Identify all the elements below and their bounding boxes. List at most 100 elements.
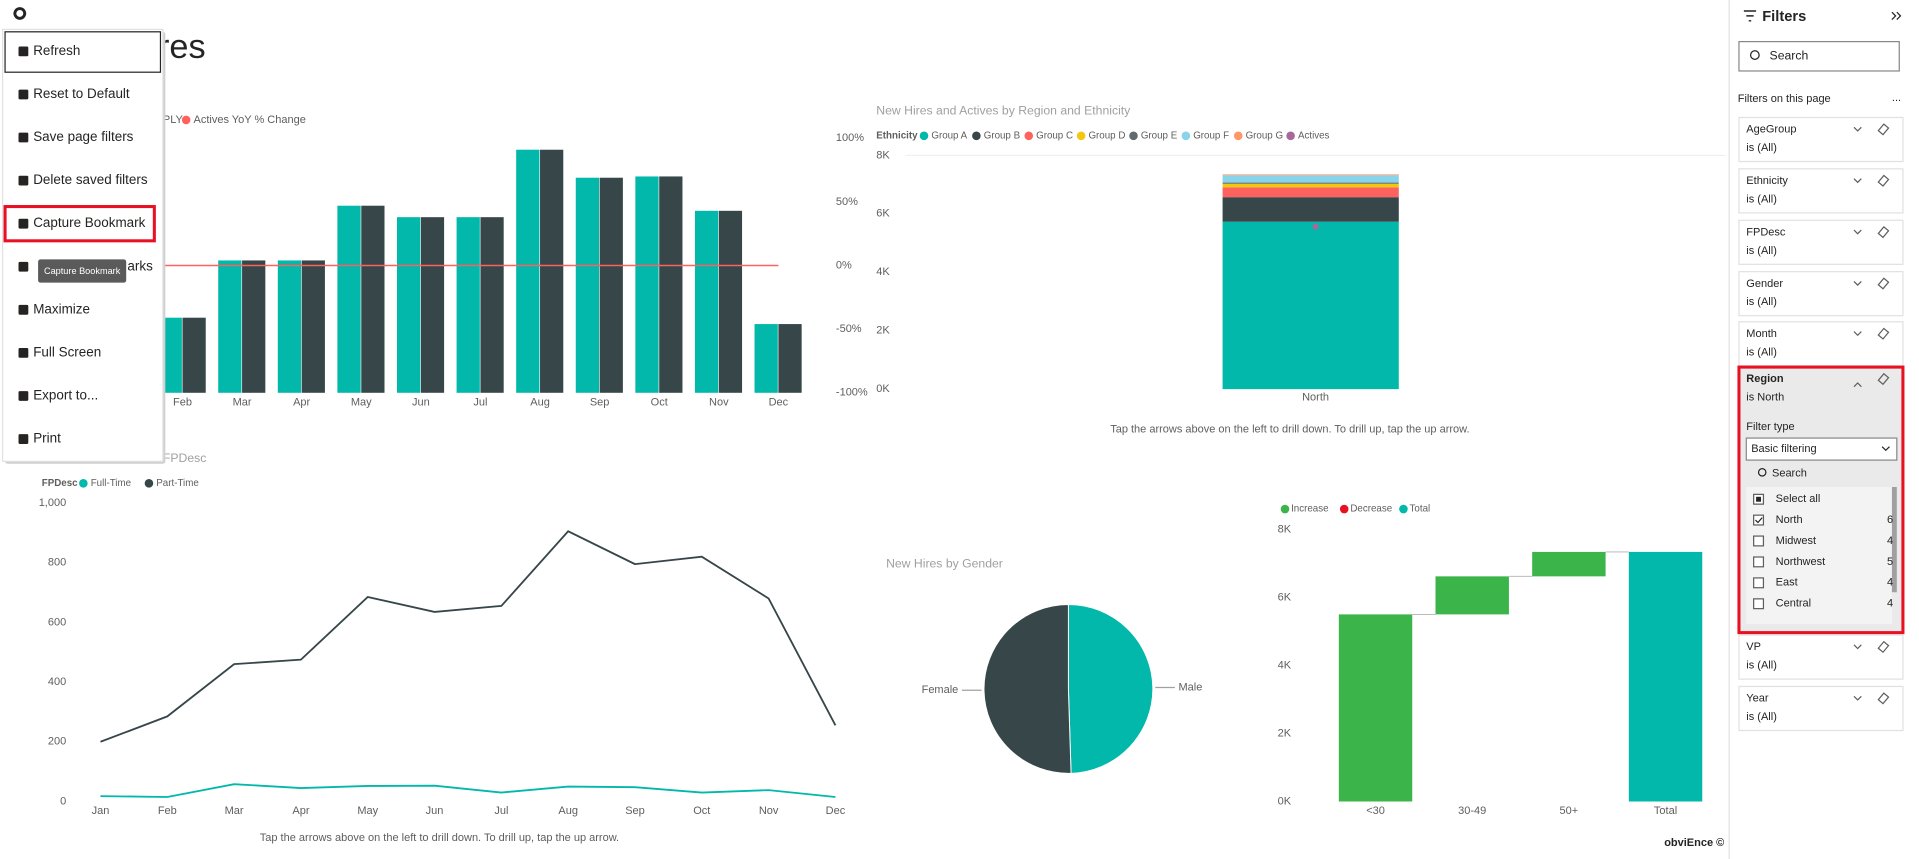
filter-state: is (All)	[1746, 296, 1777, 308]
filter-name: Region	[1746, 373, 1784, 385]
x-tick-label: Jul	[473, 396, 487, 408]
legend-label: Group A	[931, 130, 967, 141]
filter-card[interactable]	[1738, 116, 1904, 163]
clear-icon[interactable]	[1877, 640, 1890, 654]
filter-card[interactable]	[1738, 219, 1904, 265]
menu-item[interactable]: Save page filters	[33, 129, 133, 144]
x-tick-label: North	[1302, 392, 1329, 404]
stacked-chart: New Hires and Actives by Region and Ethn…	[876, 104, 1726, 435]
x-tick-label: 30-49	[1458, 805, 1486, 817]
filter-card[interactable]	[1738, 634, 1904, 680]
clear-icon[interactable]	[1877, 226, 1890, 239]
menu-item[interactable]: Full Screen	[33, 344, 101, 359]
bar	[635, 176, 659, 393]
filter-card[interactable]	[1738, 685, 1904, 732]
legend-marker	[1339, 504, 1349, 514]
filter-type-label: Filter type	[1746, 421, 1794, 433]
bar	[540, 149, 564, 393]
filter-card[interactable]	[1738, 321, 1904, 367]
item-label[interactable]: Northwest	[1776, 556, 1826, 568]
menu-icon	[18, 304, 29, 315]
pie-slice	[983, 603, 1072, 774]
item-label[interactable]: North	[1776, 514, 1803, 526]
legend-label: Full-Time	[91, 478, 131, 489]
item-label[interactable]: East	[1776, 577, 1798, 589]
checkbox[interactable]	[1753, 556, 1765, 568]
checkbox[interactable]	[1753, 577, 1765, 589]
clear-icon[interactable]	[1877, 174, 1890, 187]
bar	[277, 260, 302, 393]
chevron[interactable]	[1853, 695, 1862, 701]
bar	[516, 149, 540, 393]
bar	[218, 260, 242, 393]
checkbox[interactable]	[1753, 535, 1765, 547]
tooltip-bg	[38, 259, 127, 283]
y2-tick-label: -100%	[836, 387, 868, 399]
legend-marker	[79, 479, 88, 488]
menu-item[interactable]: Refresh	[33, 43, 80, 58]
menu-item[interactable]: Print	[33, 431, 61, 446]
checkbox[interactable]	[1753, 598, 1765, 610]
chevron[interactable]	[1853, 229, 1862, 235]
more-button[interactable]: ...	[1892, 92, 1901, 104]
stack-segment	[1222, 175, 1399, 183]
x-tick-label: Jun	[412, 396, 430, 408]
item-label[interactable]: Midwest	[1776, 535, 1816, 547]
bar	[396, 217, 421, 393]
chevron[interactable]	[1853, 382, 1862, 388]
menu-item[interactable]: Capture Bookmark	[33, 215, 145, 230]
list-bg	[1746, 487, 1892, 625]
legend-label: Group B	[984, 130, 1020, 141]
chevron[interactable]	[1853, 281, 1862, 286]
filter-state: is (All)	[1746, 193, 1777, 205]
collapse-icon[interactable]	[1891, 11, 1902, 21]
filter-state: is (All)	[1746, 660, 1777, 672]
legend-marker	[1280, 504, 1290, 514]
x-tick-label: Dec	[769, 396, 789, 408]
legend-label: Total	[1410, 504, 1431, 515]
item-count: 4	[1887, 535, 1893, 547]
x-tick-label: 50+	[1560, 805, 1579, 817]
filter-type-dropdown[interactable]	[1745, 437, 1898, 461]
chevron[interactable]	[1853, 644, 1862, 650]
menu-panel	[1, 28, 164, 462]
checkbox[interactable]	[1753, 514, 1765, 526]
legend-marker	[1129, 131, 1138, 141]
dropdown-chevron	[1881, 446, 1890, 452]
menu-item[interactable]: Maximize	[33, 301, 90, 316]
region-search-placeholder: Search	[1772, 467, 1807, 479]
menu-item[interactable]: Export to...	[33, 388, 98, 403]
menu-item[interactable]: Delete saved filters	[33, 172, 148, 187]
menu-item[interactable]: arks	[127, 258, 153, 273]
bar	[778, 324, 802, 393]
checkbox-partial	[1756, 496, 1761, 502]
clear-icon[interactable]	[1877, 372, 1890, 386]
filter-card[interactable]	[1738, 271, 1904, 317]
search-icon	[1749, 50, 1760, 60]
clear-icon[interactable]	[1877, 277, 1890, 290]
footer: obviEnce ©	[1664, 837, 1724, 849]
x-tick-label: Jan	[92, 805, 110, 817]
chevron[interactable]	[1853, 331, 1862, 337]
y-tick-label: 6K	[1278, 592, 1292, 604]
legend-marker	[181, 115, 191, 125]
chevron[interactable]	[1853, 178, 1862, 184]
clear-icon[interactable]	[1877, 692, 1890, 705]
section-label: Filters on this page	[1738, 93, 1831, 105]
waterfall-chart: Increase Decrease Total 0K 2K 4K 6K 8K <30 30-49 5…	[1278, 504, 1703, 817]
menu-item[interactable]: Reset to Default	[33, 86, 130, 101]
gear-icon	[13, 7, 27, 20]
clear-icon[interactable]	[1877, 327, 1890, 340]
item-label[interactable]: Central	[1776, 598, 1811, 610]
clear-icon[interactable]	[1877, 123, 1890, 136]
select-all[interactable]: Select all	[1776, 493, 1821, 505]
bar	[659, 176, 683, 393]
series-line	[100, 530, 837, 743]
bar	[456, 217, 480, 393]
search-box[interactable]	[1738, 40, 1900, 72]
filter-card[interactable]	[1738, 168, 1904, 214]
filter-type-value: Basic filtering	[1751, 443, 1816, 455]
bar	[242, 260, 266, 393]
region-search[interactable]	[1746, 462, 1897, 485]
chevron[interactable]	[1853, 126, 1862, 132]
